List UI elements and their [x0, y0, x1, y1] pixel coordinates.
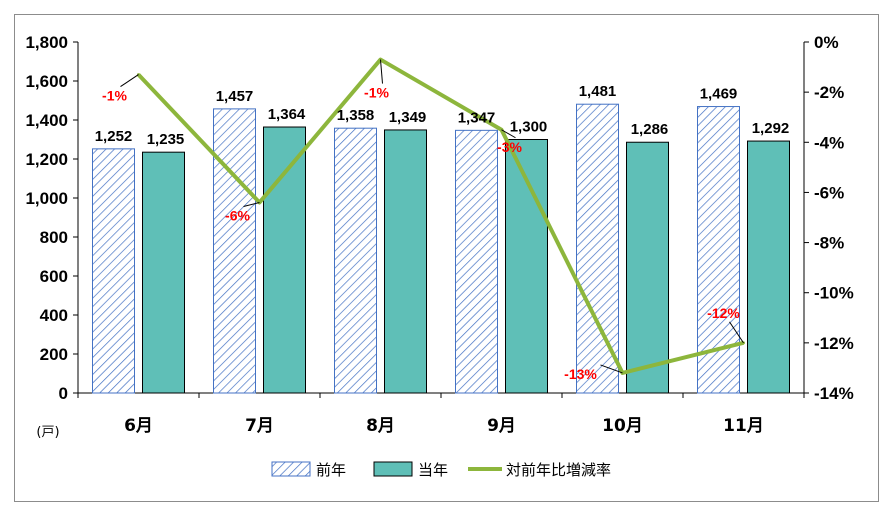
rate-leader-line — [120, 74, 139, 88]
bar-prev-year — [213, 108, 256, 394]
x-tick-label: 11月 — [723, 416, 764, 436]
legend-label-prev-year: 前年 — [316, 461, 346, 479]
rate-value-label: -1% — [102, 88, 127, 104]
rate-value-label: -3% — [497, 139, 522, 155]
prev-value-label: 1,481 — [579, 83, 617, 100]
prev-value-label: 1,347 — [458, 109, 496, 126]
bar-prev-year — [576, 103, 619, 394]
x-tick-label: 9月 — [487, 416, 516, 436]
legend: 前年 当年 対前年比増減率 — [271, 461, 611, 479]
bar-current-year — [747, 140, 790, 394]
left-tick-label: 400 — [40, 306, 68, 325]
legend-label-current-year: 当年 — [418, 461, 448, 479]
x-tick-label: 6月 — [124, 416, 153, 436]
left-tick-label: 800 — [40, 228, 68, 247]
bar-prev-year — [92, 148, 135, 394]
left-tick-label: 0 — [59, 384, 68, 403]
data-labels: 1,252 1,457 1,358 1,347 1,481 1,469 1,235 1,364… — [95, 59, 790, 382]
prev-value-label: 1,457 — [216, 88, 254, 105]
unit-label: (戸) — [36, 425, 59, 440]
prev-value-label: 1,252 — [95, 128, 133, 145]
rate-line-path — [137, 57, 744, 375]
bar-current-year — [142, 151, 185, 394]
x-tick-label: 10月 — [602, 416, 643, 436]
left-tick-label: 1,800 — [25, 33, 68, 52]
right-tick-label: -8% — [814, 234, 844, 253]
left-tick-label: 600 — [40, 267, 68, 286]
prev-value-label: 1,469 — [700, 86, 738, 103]
right-tick-label: 0% — [814, 33, 839, 52]
left-tick-label: 1,000 — [25, 189, 68, 208]
left-tick-label: 200 — [40, 345, 68, 364]
bar-current-year — [384, 129, 427, 394]
bar-prev-year — [455, 129, 498, 394]
left-tick-label: 1,200 — [25, 150, 68, 169]
rate-value-label: -12% — [707, 305, 740, 321]
right-tick-label: -2% — [814, 83, 844, 102]
current-value-label: 1,286 — [631, 121, 669, 138]
legend-swatch-prev-year — [271, 461, 311, 477]
right-tick-label: -10% — [814, 284, 854, 303]
current-value-label: 1,235 — [147, 131, 185, 148]
right-tick-label: -12% — [814, 334, 854, 353]
rate-value-label: -13% — [564, 366, 597, 382]
rate-value-label: -6% — [225, 207, 250, 223]
bars — [92, 103, 790, 394]
rate-leader-line — [600, 364, 623, 374]
right-tick-label: -6% — [814, 183, 844, 202]
legend-label-rate: 対前年比増減率 — [506, 461, 611, 479]
rate-leader-line — [729, 321, 744, 344]
bar-current-year — [626, 141, 669, 394]
current-value-label: 1,364 — [268, 106, 306, 123]
rate-leader-line — [380, 59, 383, 84]
left-tick-label: 1,600 — [25, 72, 68, 91]
axes: 0 200 400 600 800 1,000 1,200 1,400 1,600 1,800 0%… — [25, 33, 853, 440]
x-tick-label: 7月 — [245, 416, 274, 436]
left-tick-label: 1,400 — [25, 111, 68, 130]
current-value-label: 1,292 — [752, 120, 790, 137]
chart-frame — [14, 14, 879, 502]
rate-value-label: -1% — [364, 85, 389, 101]
current-value-label: 1,300 — [510, 119, 548, 136]
right-tick-label: -4% — [814, 133, 844, 152]
rate-leader-line — [501, 129, 516, 139]
current-value-label: 1,349 — [389, 109, 427, 126]
x-tick-label: 8月 — [366, 416, 395, 436]
right-tick-label: -14% — [814, 384, 854, 403]
bar-current-year — [263, 126, 306, 394]
legend-swatch-current-year — [373, 461, 413, 477]
rate-leader-line — [243, 201, 260, 207]
prev-value-label: 1,358 — [337, 107, 375, 124]
bar-prev-year — [334, 127, 377, 394]
